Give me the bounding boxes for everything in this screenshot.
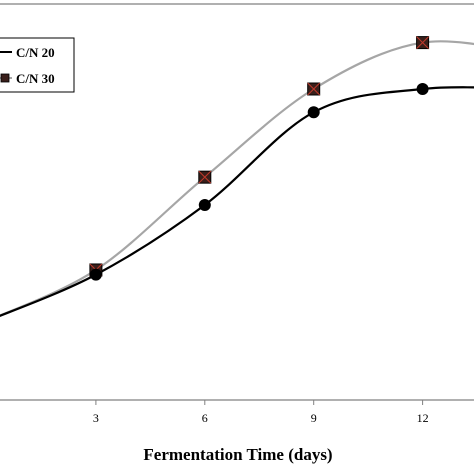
- x-tick-label-12: 12: [417, 411, 429, 425]
- point-c-n-30-day-9: [307, 82, 321, 96]
- x-tick-label-6: 6: [202, 411, 208, 425]
- legend-label-c-n-30: C/N 30: [16, 71, 55, 86]
- point-c-n-30-day-12: [416, 36, 430, 50]
- legend-marker-c-n-30: [0, 73, 10, 83]
- series-line-c-n-20: [0, 86, 474, 317]
- point-c-n-20-day-3: [89, 268, 102, 281]
- plot-area: [0, 3, 474, 401]
- point-c-n-20-day-6: [198, 199, 211, 211]
- point-c-n-20-day-9: [307, 106, 320, 119]
- x-axis-title: Fermentation Time (days): [143, 445, 332, 464]
- x-tick-label-3: 3: [93, 411, 99, 425]
- series-layer: [0, 36, 474, 317]
- point-c-n-20-day-12: [416, 83, 429, 95]
- legend: C/N 20 C/N 30: [0, 37, 75, 93]
- series-line-c-n-30: [0, 40, 474, 317]
- point-c-n-30-day-6: [198, 170, 212, 184]
- x-tick-label-9: 9: [311, 411, 317, 425]
- legend-box: [0, 37, 75, 93]
- legend-label-c-n-20: C/N 20: [16, 45, 55, 60]
- x-axis-ticks: 3 6 9 12: [93, 400, 429, 425]
